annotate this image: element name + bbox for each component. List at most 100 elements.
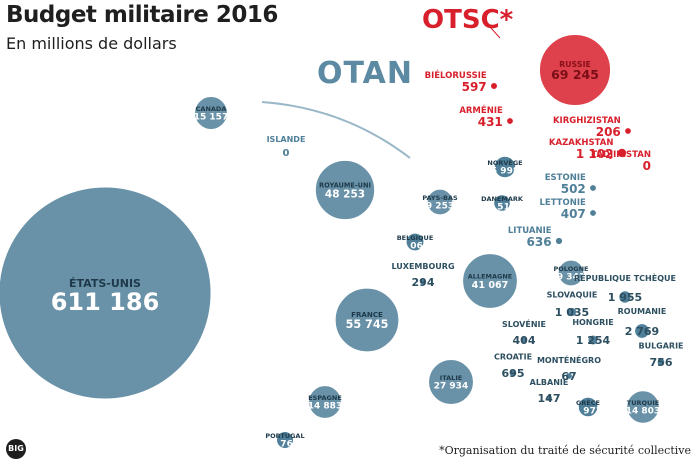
bubble-slovaquie — [567, 307, 577, 317]
bubble-republique-tcheque — [618, 290, 632, 304]
label-canada: CANADA — [196, 105, 227, 113]
value-etats-unis: 611 186 — [51, 288, 160, 316]
source-note: Source : Sipri 2017 — [30, 445, 135, 458]
label-estonie: ESTONIE — [545, 173, 586, 183]
bubble-canada — [193, 95, 229, 131]
label-danemark: DANEMARK — [481, 195, 524, 203]
value-armenie: 431 — [478, 115, 503, 129]
label-montenegro: MONTÉNÉGRO — [537, 354, 601, 365]
bubble-italie — [427, 358, 475, 406]
label-bulgarie: BULGARIE — [638, 341, 683, 350]
bubble-portugal — [276, 431, 294, 449]
label-slovenie: SLOVÉNIE — [502, 318, 546, 329]
bubble-montenegro — [565, 372, 573, 380]
value-croatie: 695 — [502, 367, 525, 380]
big-logo: BIG — [6, 439, 26, 459]
value-russie: 69 245 — [551, 67, 599, 82]
value-royaume-uni: 48 253 — [325, 188, 365, 200]
value-roumanie: 2 769 — [625, 325, 659, 338]
label-turquie: TURQUIE — [627, 399, 659, 407]
value-italie: 27 934 — [434, 381, 468, 391]
value-canada: 15 157 — [194, 112, 228, 122]
bubble-croatie — [509, 369, 517, 377]
value-lituanie: 636 — [527, 235, 552, 249]
bubble-albanie — [545, 394, 553, 402]
label-italie: ITALIE — [440, 374, 462, 382]
label-armenie: ARMÉNIE — [459, 104, 503, 116]
bubble-kirghizistan — [624, 127, 632, 135]
value-bulgarie: 756 — [650, 356, 673, 369]
page-subtitle: En millions de dollars — [6, 34, 177, 53]
bubble-hongrie — [587, 334, 599, 346]
value-pologne: 9 341 — [557, 272, 585, 282]
label-royaume-uni: ROYAUME-UNI — [319, 181, 371, 189]
value-bielorussie: 597 — [462, 80, 487, 94]
value-estonie: 502 — [561, 182, 586, 196]
label-republique-tcheque: RÉPUBLIQUE TCHÈQUE — [574, 272, 676, 283]
value-luxembourg: 294 — [412, 276, 435, 289]
otsc-group-label: OTSC* — [422, 5, 514, 35]
bubble-armenie — [506, 117, 514, 125]
label-norvege: NORVÈGE — [487, 158, 522, 167]
value-kazakhstan: 1 102 — [576, 147, 614, 161]
bubble-france — [334, 287, 400, 353]
value-albanie: 147 — [538, 392, 561, 405]
value-espagne: 14 883 — [308, 401, 342, 411]
label-lettonie: LETTONIE — [539, 198, 586, 208]
bubble-turquie — [625, 389, 661, 425]
label-croatie: CROATIE — [494, 352, 532, 361]
bubble-royaume-uni — [314, 159, 376, 221]
page-title: Budget militaire 2016 — [6, 2, 278, 28]
value-republique-tcheque: 1 955 — [608, 291, 642, 304]
otsc-pointer — [481, 17, 501, 39]
bubble-slovenie — [520, 336, 528, 344]
bubble-bielorussie — [490, 82, 498, 90]
bubble-russie — [538, 33, 612, 107]
label-allemagne: ALLEMAGNE — [468, 273, 512, 281]
value-montenegro: 67 — [561, 370, 576, 383]
footnote: *Organisation du traité de sécurité coll… — [439, 444, 691, 457]
label-tadjikistan: TADJIKISTAN — [591, 150, 651, 160]
value-lettonie: 407 — [561, 207, 586, 221]
label-espagne: ESPAGNE — [308, 394, 342, 402]
value-portugal: 3 764 — [271, 439, 299, 449]
value-france: 55 745 — [346, 318, 389, 331]
bubble-grece — [578, 397, 598, 417]
value-danemark: 3 514 — [488, 202, 516, 212]
bubble-estonie — [589, 184, 597, 192]
bubble-allemagne — [461, 252, 519, 310]
value-kirghizistan: 206 — [596, 125, 621, 139]
value-slovenie: 404 — [513, 334, 536, 347]
label-islande: ISLANDE — [267, 135, 306, 144]
label-pologne: POLOGNE — [554, 265, 589, 273]
value-turquie: 14 803 — [626, 406, 660, 416]
bubble-pologne — [557, 259, 585, 287]
label-lituanie: LITUANIE — [508, 226, 552, 236]
value-belgique: 4 063 — [401, 241, 429, 251]
label-kirghizistan: KIRGHIZISTAN — [553, 116, 621, 126]
value-allemagne: 41 067 — [472, 280, 509, 291]
label-etats-unis: ÉTATS-UNIS — [69, 277, 141, 290]
bubble-lituanie — [555, 237, 563, 245]
label-roumanie: ROUMANIE — [618, 307, 667, 316]
bubble-roumanie — [634, 323, 650, 339]
label-belgique: BELGIQUE — [397, 234, 434, 242]
bubble-danemark — [493, 194, 511, 212]
label-luxembourg: LUXEMBOURG — [391, 262, 454, 271]
bubble-kazakhstan — [617, 148, 627, 158]
otan-arc — [261, 101, 411, 159]
label-portugal: PORTUGAL — [265, 432, 304, 440]
label-bielorussie: BIÉLORUSSIE — [425, 69, 487, 81]
bubble-pays-bas — [426, 188, 454, 216]
bubble-lettonie — [589, 209, 597, 217]
label-russie: RUSSIE — [559, 60, 591, 69]
bubble-norvege — [494, 156, 516, 178]
value-slovaquie: 1 035 — [555, 306, 589, 319]
label-pays-bas: PAYS-BAS — [422, 194, 458, 202]
bubble-belgique — [405, 233, 424, 252]
value-tadjikistan: 0 — [643, 159, 651, 173]
value-islande: 0 — [283, 148, 290, 159]
value-pays-bas: 9 253 — [426, 201, 454, 211]
bubble-espagne — [307, 384, 343, 420]
